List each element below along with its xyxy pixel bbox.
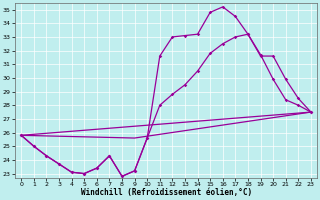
X-axis label: Windchill (Refroidissement éolien,°C): Windchill (Refroidissement éolien,°C) (81, 188, 252, 197)
